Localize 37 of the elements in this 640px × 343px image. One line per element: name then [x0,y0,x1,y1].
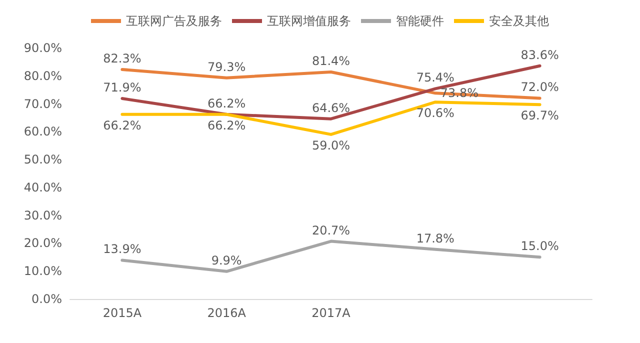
legend-label: 互联网广告及服务 [126,14,222,28]
y-tick-label: 70.0% [24,96,62,111]
data-label: 13.9% [103,242,142,256]
data-label: 17.8% [416,231,454,246]
x-tick-label: 2016A [207,306,247,320]
data-label: 59.0% [312,138,350,152]
data-label: 71.9% [103,80,142,94]
x-tick-label: 2015A [102,306,142,320]
data-label: 66.2% [208,96,246,110]
legend-label: 安全及其他 [489,14,549,28]
data-label: 9.9% [211,253,242,268]
data-label: 64.6% [312,100,350,115]
y-tick-label: 90.0% [24,41,62,55]
y-tick-label: 0.0% [32,292,62,306]
data-label: 72.0% [520,80,559,94]
data-label: 15.0% [520,239,559,254]
data-label: 82.3% [103,51,142,66]
y-tick-label: 20.0% [24,236,62,250]
data-label: 83.6% [520,48,559,62]
legend-label: 互联网增值服务 [267,14,351,28]
x-tick-label: 2017A [312,306,352,320]
y-tick-label: 80.0% [24,68,62,83]
data-label: 69.7% [520,108,559,123]
data-label: 81.4% [312,54,350,68]
y-tick-label: 10.0% [24,264,62,278]
y-tick-label: 50.0% [24,152,62,167]
data-label: 66.2% [103,118,142,132]
data-label: 79.3% [208,60,246,74]
legend-label: 智能硬件 [396,14,444,28]
data-label: 73.8% [440,86,479,100]
data-label: 66.2% [208,118,246,132]
data-label: 20.7% [312,223,350,238]
y-tick-label: 60.0% [24,124,62,139]
y-tick-label: 40.0% [24,180,62,194]
data-label: 75.4% [416,70,454,85]
data-label: 70.6% [416,106,454,120]
y-tick-label: 30.0% [24,208,62,222]
